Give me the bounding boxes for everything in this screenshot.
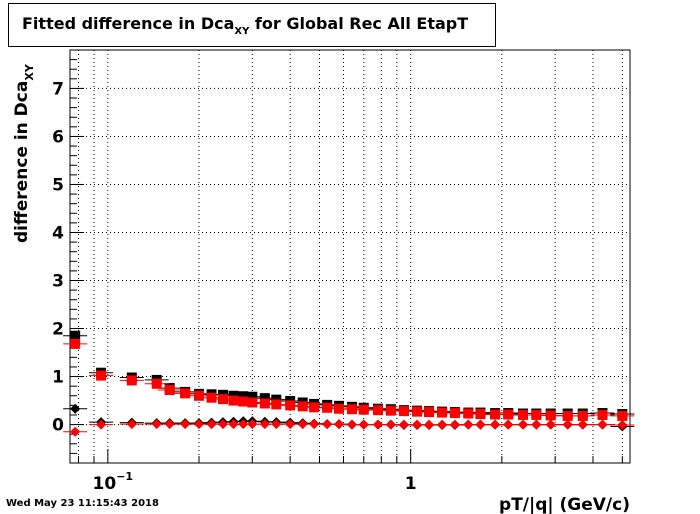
y-tick-label: 6 — [52, 127, 64, 147]
data-point — [89, 370, 114, 381]
x-axis-title: pT/|q| (GeV/c) — [499, 495, 630, 514]
y-tick-label: 7 — [52, 79, 64, 99]
data-point — [63, 403, 88, 414]
data-point — [264, 399, 289, 410]
data-point — [89, 419, 114, 430]
data-point — [590, 409, 615, 420]
data-point — [173, 388, 198, 399]
data-point — [157, 385, 182, 396]
chart-title: Fitted difference in DcaXY for Global Re… — [22, 14, 468, 37]
data-point — [119, 419, 144, 430]
data-marks — [63, 330, 635, 437]
x-tick-label: 10−1 — [93, 470, 134, 494]
data-point — [144, 378, 169, 389]
data-point — [63, 330, 88, 341]
y-tick-label: 5 — [52, 175, 64, 195]
y-tick-label: 1 — [52, 368, 64, 388]
y-axis-title: difference in DcaXY — [12, 63, 36, 243]
plot-frame-rect — [69, 49, 631, 464]
y-tick-label: 4 — [52, 223, 64, 243]
data-point — [570, 410, 595, 421]
y-tick-label: 3 — [52, 272, 64, 292]
title-box: Fitted difference in DcaXY for Global Re… — [8, 3, 496, 47]
plot-frame — [69, 49, 631, 464]
y-tick-label: 2 — [52, 320, 64, 340]
timestamp: Wed May 23 11:15:43 2018 — [6, 498, 159, 509]
title-sub: XY — [234, 26, 250, 37]
data-point — [610, 420, 635, 431]
y-axis-title-main: difference in Dca — [12, 81, 32, 243]
grid — [70, 50, 630, 463]
x-tick-label: 1 — [405, 474, 417, 494]
y-axis-title-sub: XY — [23, 63, 36, 80]
title-rest: for Global Rec All EtapT — [249, 14, 469, 33]
tick-labels: 0 1 2 3 4 5 6 7 10−1 1 — [52, 79, 416, 494]
data-point — [63, 338, 88, 349]
axis-ticks — [70, 49, 623, 464]
title-main: Fitted difference in Dca — [22, 14, 235, 33]
data-point — [119, 375, 144, 386]
y-tick-label: 0 — [52, 416, 64, 436]
data-point — [63, 426, 88, 437]
data-point — [610, 410, 635, 421]
